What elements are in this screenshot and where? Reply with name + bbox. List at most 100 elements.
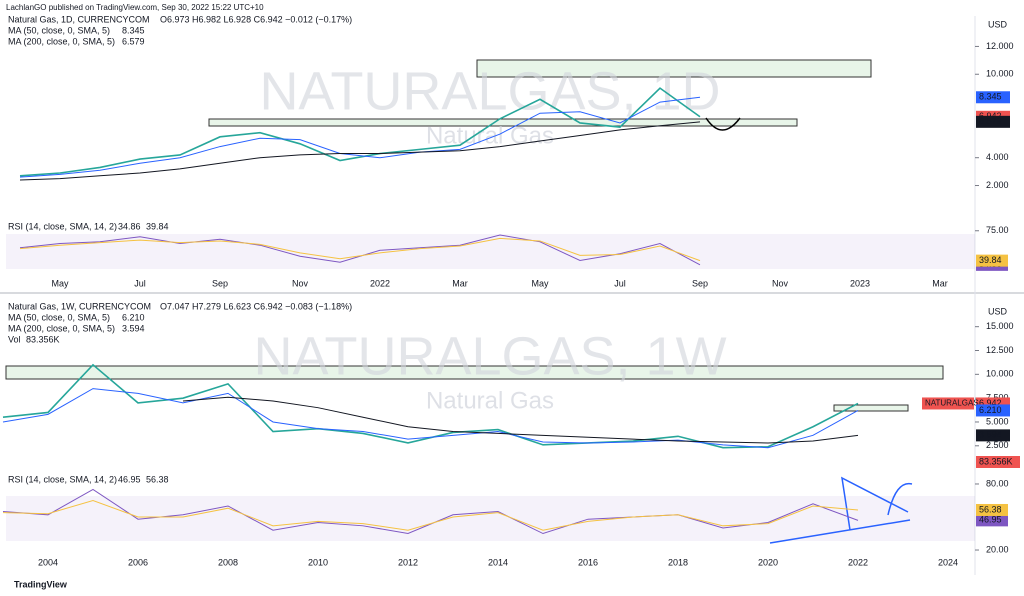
series-line — [2, 388, 859, 449]
caption: LachlanGO published on TradingView.com, … — [6, 3, 264, 12]
series-line — [19, 121, 701, 181]
label-box — [976, 456, 1020, 468]
y-tick-label: 4.000 — [986, 152, 1009, 162]
x-tick-label: Sep — [692, 278, 708, 288]
legend-name: Vol — [8, 334, 21, 344]
y2-tick-label: 80.00 — [986, 478, 1009, 488]
x-tick-label: Sep — [212, 278, 228, 288]
x-tick-label: 2006 — [128, 557, 148, 567]
x-tick-label: 2018 — [668, 557, 688, 567]
x-tick-label: Jul — [614, 278, 626, 288]
x-tick-label: Nov — [292, 278, 309, 288]
legend-name: MA (200, close, 0, SMA, 5) — [8, 323, 115, 333]
price-label: 6.942 — [979, 398, 1002, 408]
watermark: NATURALGAS, 1W — [253, 326, 726, 386]
y-tick-label: 2.500 — [986, 440, 1009, 450]
label-box — [976, 91, 1010, 104]
label-box — [976, 514, 1008, 527]
x-tick-label: 2022 — [848, 557, 868, 567]
rsi-band — [6, 496, 975, 541]
x-tick-label: 2004 — [38, 557, 58, 567]
x-tick-label: Mar — [932, 278, 948, 288]
price-label: 6.210 — [979, 405, 1002, 415]
legend-value: 83.356K — [26, 334, 60, 344]
footer: TradingView — [14, 579, 68, 589]
price-label: 39.84 — [979, 255, 1002, 265]
x-tick-label: 2012 — [398, 557, 418, 567]
price-label: 3.594 — [979, 430, 1002, 440]
y-tick-label: 5.000 — [986, 416, 1009, 426]
x-tick-label: 2023 — [850, 278, 870, 288]
ohlc: O6.973 H6.982 L6.928 C6.942 −0.012 (−0.1… — [160, 14, 352, 24]
drawing — [769, 476, 913, 544]
y2-tick-label: 20.00 — [986, 544, 1009, 554]
legend-value: 46.95 — [118, 474, 141, 484]
y-tick-label: 15.000 — [986, 321, 1014, 331]
label-box — [976, 404, 1010, 417]
price-label: 46.95 — [979, 515, 1002, 525]
y-tick-label: 10.000 — [986, 369, 1014, 379]
y2-tick-label: 75.00 — [986, 225, 1009, 235]
price-tag: NATURALGAS — [925, 399, 979, 408]
y-tick-label: 10.000 — [986, 69, 1014, 79]
ohlc: O7.047 H7.279 L6.623 C6.942 −0.083 (−1.1… — [160, 301, 352, 311]
series-line — [19, 87, 701, 177]
legend-value: 3.594 — [122, 323, 145, 333]
series-line — [2, 488, 859, 535]
watermark: NATURALGAS, 1D — [259, 61, 720, 121]
y-tick-label: 12.000 — [986, 41, 1014, 51]
zone — [208, 118, 798, 127]
price-label: 56.38 — [979, 504, 1002, 514]
legend-value: 56.38 — [146, 474, 169, 484]
label-box — [976, 115, 1010, 128]
y-tick-label: 12.500 — [986, 345, 1014, 355]
watermark: Natural Gas — [426, 387, 554, 414]
price-label: 6.579 — [979, 116, 1002, 126]
series-line — [19, 96, 701, 178]
axis-unit: USD — [988, 19, 1008, 29]
label-box — [922, 397, 974, 410]
x-tick-label: May — [531, 278, 549, 288]
legend-value: 8.345 — [122, 25, 145, 35]
x-tick-label: 2014 — [488, 557, 508, 567]
drawing — [705, 117, 741, 131]
label-box — [976, 503, 1008, 516]
legend-value: 6.579 — [122, 36, 145, 46]
legend-name: MA (50, close, 0, SMA, 5) — [8, 25, 110, 35]
legend-name: RSI (14, close, SMA, 14, 2) — [8, 474, 117, 484]
rsi-band — [6, 234, 975, 269]
x-tick-label: Jul — [134, 278, 146, 288]
x-tick-label: Mar — [452, 278, 468, 288]
price-label: 8.345 — [979, 92, 1002, 102]
zone — [5, 365, 944, 380]
series-line — [2, 499, 859, 531]
y-tick-label: 2.000 — [986, 180, 1009, 190]
x-tick-label: 2020 — [758, 557, 778, 567]
x-tick-label: 2010 — [308, 557, 328, 567]
x-tick-label: May — [51, 278, 69, 288]
zone — [476, 59, 872, 78]
legend-title: Natural Gas, 1D, CURRENCYCOM — [8, 14, 150, 24]
x-tick-label: 2024 — [938, 557, 958, 567]
series-line — [19, 237, 701, 262]
x-tick-label: Nov — [772, 278, 789, 288]
watermark: Natural Gas — [426, 122, 554, 149]
price-label: 83.356K — [979, 456, 1013, 466]
legend-value: 6.210 — [122, 312, 145, 322]
x-tick-label: 2022 — [370, 278, 390, 288]
series-line — [182, 396, 859, 444]
legend-value: 39.84 — [146, 221, 169, 231]
legend-title: Natural Gas, 1W, CURRENCYCOM — [8, 301, 151, 311]
x-tick-label: 2008 — [218, 557, 238, 567]
legend-name: MA (50, close, 0, SMA, 5) — [8, 312, 110, 322]
legend-name: RSI (14, close, SMA, 14, 2) — [8, 221, 117, 231]
x-tick-label: 2016 — [578, 557, 598, 567]
legend-name: MA (200, close, 0, SMA, 5) — [8, 36, 115, 46]
zone — [833, 404, 909, 412]
label-box — [976, 254, 1008, 267]
legend-value: 34.86 — [118, 221, 141, 231]
label-box — [976, 429, 1010, 442]
axis-unit: USD — [988, 306, 1008, 316]
